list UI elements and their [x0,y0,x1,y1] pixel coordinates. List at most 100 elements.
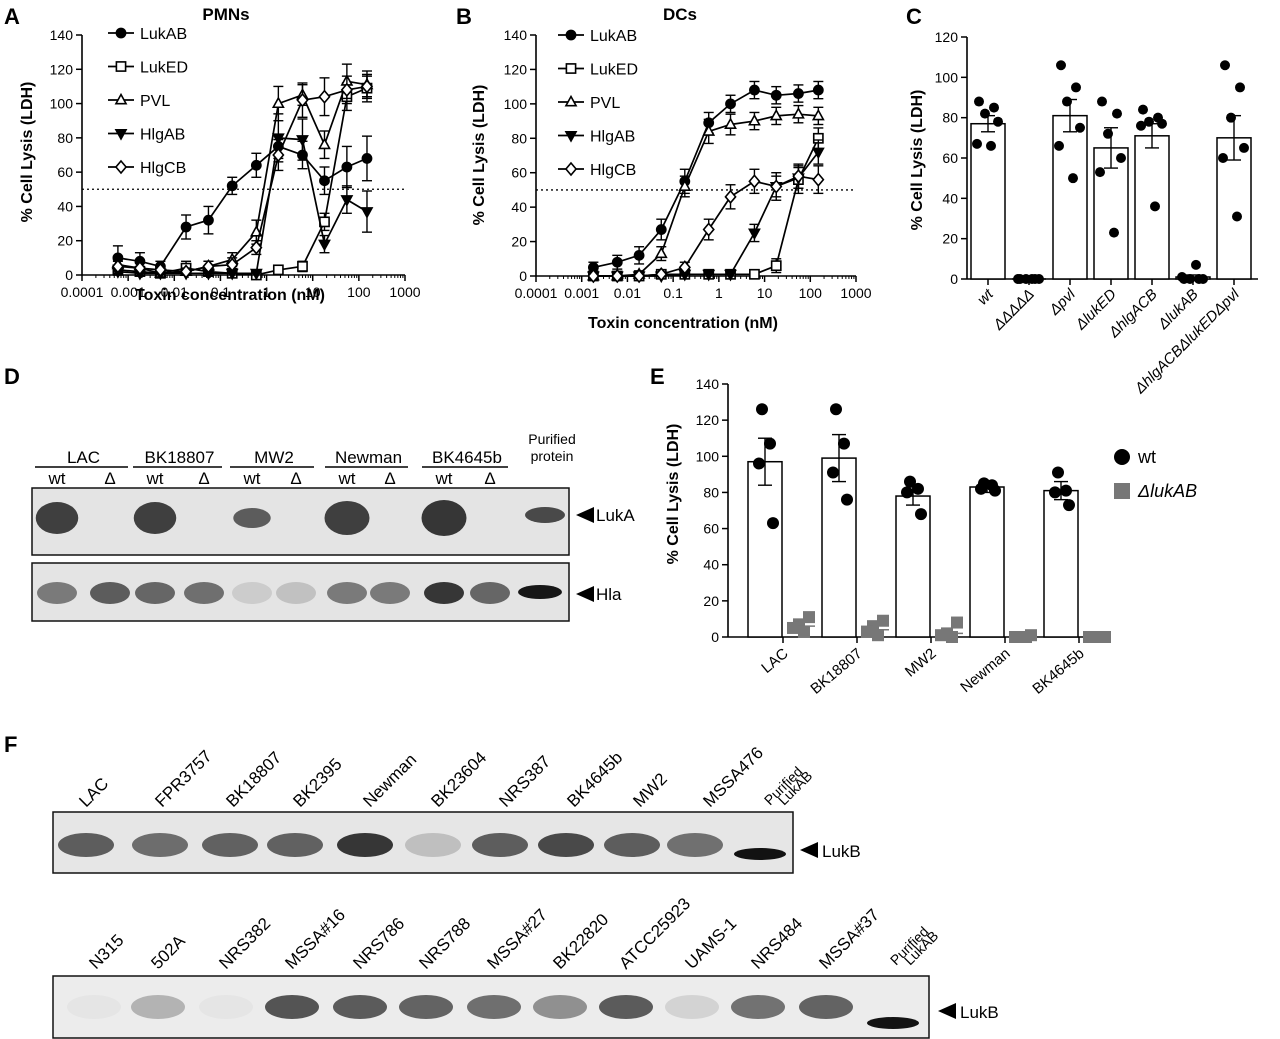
panel-b-xlabel: Toxin concentration (nM) [588,315,778,332]
data-point [1138,104,1148,115]
legend-marker [114,129,128,141]
data-point [633,249,645,261]
lane-label-row1: BK23604 [427,748,490,811]
series-LukAB [112,133,373,273]
y-tick-label: 40 [703,557,719,573]
lane-delta-label: Δ [484,469,495,488]
bar-wt [1043,489,1079,638]
data-point [974,96,984,107]
data-point [272,147,285,163]
x-tick-label: 0.0001 [515,285,558,301]
data-point [724,189,737,205]
data-point [250,240,263,255]
data-point-ko [877,614,889,627]
data-point [340,82,353,98]
lukA-arrow-icon [576,507,594,523]
hla-band [276,582,316,604]
data-point [1095,167,1105,178]
panel-a-letter: A [4,4,20,29]
data-point-wt [767,517,779,530]
y-tick-label: 80 [942,110,958,126]
x-tick-label: 0.01 [614,285,641,301]
x-tick-label: LAC [758,645,791,677]
lane-label-row1: BK18807 [222,748,285,811]
data-point [986,140,996,151]
lukB-band-row1 [667,833,723,857]
y-tick-label: 100 [504,96,528,112]
y-tick-label: 0 [519,268,527,284]
data-point [724,269,737,282]
lane-label-row2: N315 [85,931,127,973]
data-point [770,260,782,272]
x-tick-label: 0.001 [111,284,146,300]
purified-protein-label-line1: Purified [528,431,575,447]
data-point [811,108,825,121]
data-point [793,88,804,99]
data-point [340,195,354,207]
y-tick-label: 140 [50,27,74,43]
data-point-ko [872,629,884,642]
y-tick-label: 40 [942,190,958,206]
legend-label: HlgCB [140,160,186,177]
lukB-band-row1 [538,833,594,857]
data-point [271,96,285,109]
legend-marker [115,61,127,72]
lukB-band-row2 [665,995,719,1019]
data-point-wt [841,493,853,506]
hla-band [470,582,510,604]
series-line [117,136,368,275]
x-tick-label: 0.001 [564,285,599,301]
data-point-wt [975,482,987,495]
data-point-ko [1009,631,1021,643]
data-point [1218,153,1228,163]
legend-wt-marker [1114,449,1130,465]
data-point [1034,274,1044,284]
y-tick-label: 140 [504,27,528,43]
legend-marker [564,94,578,107]
x-tick-label: BK18807 [807,645,865,698]
data-point [769,108,783,121]
data-point-wt [912,482,924,495]
legend-label: HlgCB [590,162,636,179]
data-point [202,259,215,274]
data-point [1116,153,1126,163]
hla-band [37,582,77,604]
data-point [154,262,167,278]
data-point [1232,211,1242,222]
data-point [203,214,214,226]
data-point-wt [901,486,913,499]
lukB-arrow-icon-row2 [938,1003,956,1019]
data-point [812,172,825,187]
lukB-band-row2 [599,995,653,1019]
lukB-band-row2 [399,995,453,1019]
data-point-ko [1094,631,1106,643]
data-point [993,116,1003,127]
lane-label-row1: BK4645b [563,748,626,811]
data-point-ko [951,616,963,629]
bar-wt [821,457,857,638]
legend-label: PVL [590,95,620,112]
lukB-band-row2 [533,995,587,1019]
data-point [1157,118,1167,129]
panel-a-ylabel: % Cell Lysis (LDH) [19,82,36,223]
data-point [811,147,825,160]
lane-wt-label: wt [243,469,261,488]
lukB-western-blots: LAC FPR3757 BK18807 BK2395 Newman BK23604 NRS3… [52,743,999,1039]
data-point [702,222,715,237]
data-point [770,179,783,194]
hla-band-label: Hla [596,585,622,604]
legend-label: LukAB [140,26,187,43]
data-point [1150,201,1160,212]
x-tick-label: wt [974,285,997,308]
legend-label: HlgAB [140,127,185,144]
data-point-wt [915,508,927,521]
lukB-arrow-icon-row1 [800,842,818,858]
pmn-dose-response-chart: 0 20 40 60 80 100 120 140 0.0001 0.001 0.01 0.1 1 10 1… [50,26,421,300]
x-tick-label: Δpvl [1045,285,1079,319]
y-tick-label: 20 [511,234,527,250]
bar [1052,114,1088,280]
data-point [702,124,716,136]
lane-label-row2: NRS484 [747,914,806,973]
